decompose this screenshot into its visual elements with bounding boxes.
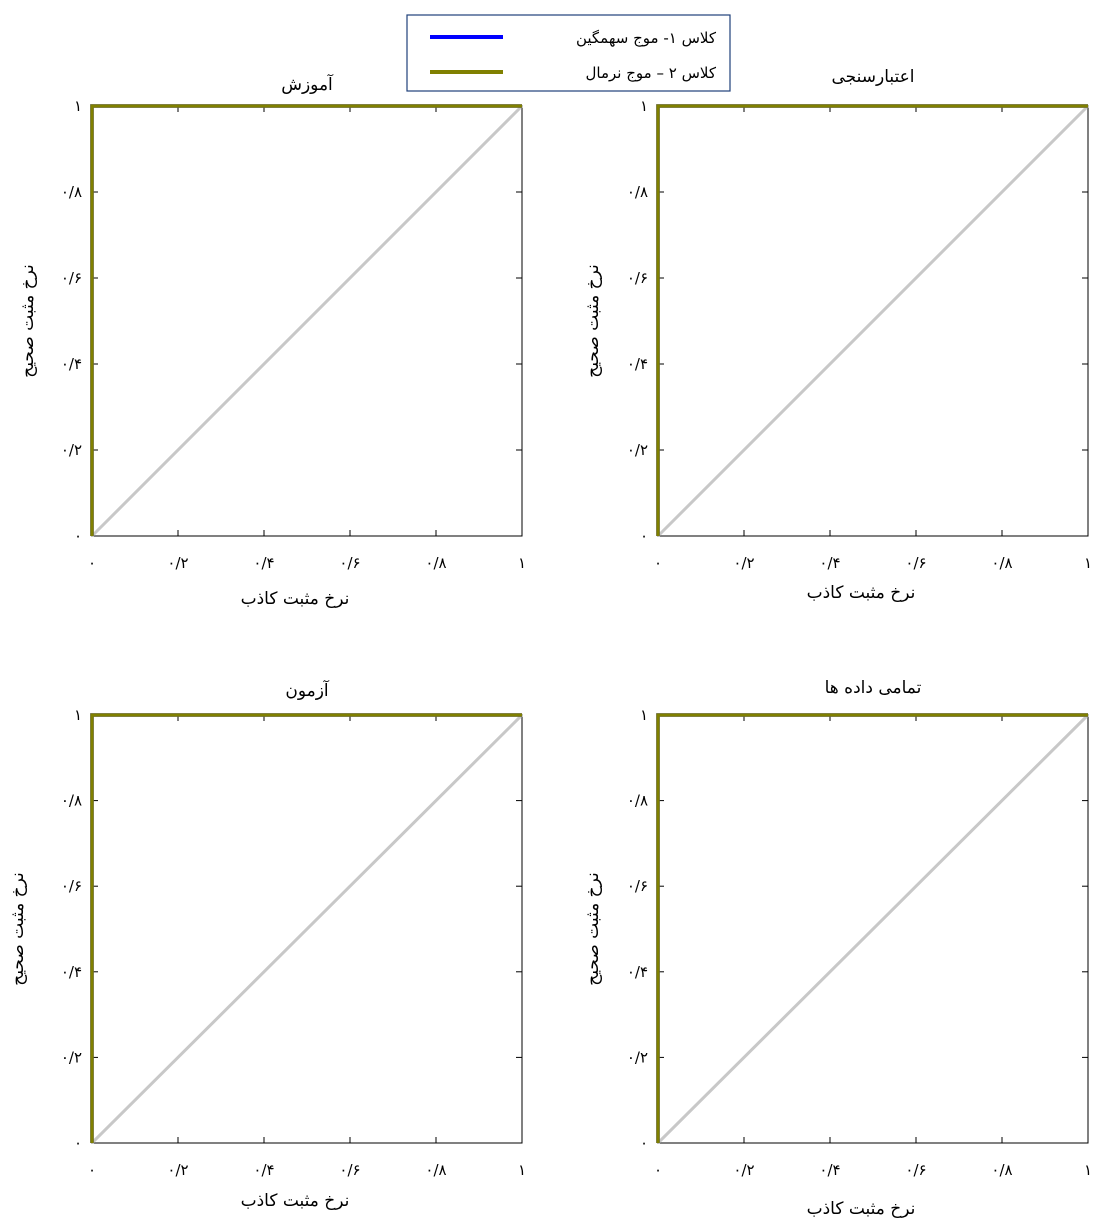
y-tick-label: ۰/۴	[627, 963, 648, 981]
chart-panel: ۰ ۰/۲ ۰/۴ ۰/۶ ۰/۸ ۱ ۰ ۰/۲ ۰/۴ ۰/۶ ۰/۸ ۱ آزمون نرخ مثب…	[8, 679, 526, 1211]
x-tick-label: ۰/۶	[339, 1161, 360, 1179]
y-tick-label: ۰/۲	[627, 441, 648, 459]
legend: کلاس ۱- موج سهمگین کلاس ۲ – موج نرمال	[406, 14, 731, 92]
x-tick-label: ۰/۲	[733, 1161, 754, 1179]
reference-diagonal-line	[656, 104, 1090, 538]
y-tick-label: ۰/۲	[61, 1048, 82, 1066]
legend-label: کلاس ۱- موج سهمگین	[576, 29, 717, 48]
reference-diagonal-line	[90, 104, 524, 538]
roc-series-line	[90, 104, 522, 536]
y-tick-label: ۰/۲	[627, 1048, 648, 1066]
legend-box	[406, 14, 731, 92]
x-tick-label: ۰/۸	[991, 554, 1012, 572]
chart-title: اعتبارسنجی	[831, 67, 914, 87]
y-tick-label: ۰/۸	[61, 183, 82, 201]
x-tick-label: ۰	[654, 1161, 662, 1179]
x-tick-label: ۰	[654, 554, 662, 572]
x-tick-label: ۱	[518, 1161, 526, 1179]
chart-title: آموزش	[281, 73, 334, 95]
x-tick-label: ۰/۸	[425, 554, 446, 572]
chart-panel: ۰ ۰/۲ ۰/۴ ۰/۶ ۰/۸ ۱ ۰ ۰/۲ ۰/۴ ۰/۶ ۰/۸ ۱ آموزش نرخ مثب…	[18, 73, 526, 609]
y-tick-label: ۱	[74, 97, 82, 115]
y-tick-label: ۰/۸	[627, 792, 648, 810]
x-tick-label: ۰/۴	[253, 554, 274, 572]
x-tick-label: ۰/۸	[425, 1161, 446, 1179]
chart-title: آزمون	[285, 679, 330, 701]
y-tick-label: ۰	[640, 527, 648, 545]
x-axis-label: نرخ مثبت کاذب	[241, 589, 350, 609]
chart-title: تمامی داده ها	[825, 678, 922, 698]
x-tick-label: ۰/۴	[819, 554, 840, 572]
x-tick-label: ۱	[518, 554, 526, 572]
y-tick-label: ۰/۴	[61, 963, 82, 981]
y-tick-label: ۰/۲	[61, 441, 82, 459]
x-tick-label: ۱	[1084, 1161, 1092, 1179]
x-tick-label: ۰/۸	[991, 1161, 1012, 1179]
chart-panel: ۰ ۰/۲ ۰/۴ ۰/۶ ۰/۸ ۱ ۰ ۰/۲ ۰/۴ ۰/۶ ۰/۸ ۱ تمامی داده ه…	[583, 678, 1092, 1219]
y-tick-label: ۰/۸	[61, 792, 82, 810]
x-tick-label: ۰	[88, 554, 96, 572]
roc-series-line	[656, 104, 1088, 536]
y-tick-label: ۱	[640, 97, 648, 115]
y-axis-label: نرخ مثبت صحیح	[583, 264, 603, 377]
y-axis-label: نرخ مثبت صحیح	[8, 872, 28, 985]
y-tick-label: ۱	[74, 706, 82, 724]
roc-series-line	[90, 713, 522, 1143]
x-axis-label: نرخ مثبت کاذب	[241, 1191, 350, 1211]
x-axis-label: نرخ مثبت کاذب	[807, 583, 916, 603]
x-tick-label: ۰	[88, 1161, 96, 1179]
reference-diagonal-line	[90, 713, 524, 1145]
x-tick-label: ۰/۲	[167, 554, 188, 572]
y-axis-label: نرخ مثبت صحیح	[18, 264, 38, 377]
x-tick-label: ۰/۶	[905, 554, 926, 572]
x-tick-label: ۰/۴	[819, 1161, 840, 1179]
x-tick-label: ۰/۲	[733, 554, 754, 572]
y-tick-label: ۰	[640, 1134, 648, 1152]
y-tick-label: ۱	[640, 706, 648, 724]
x-tick-label: ۰/۶	[339, 554, 360, 572]
chart-panel: ۰ ۰/۲ ۰/۴ ۰/۶ ۰/۸ ۱ ۰ ۰/۲ ۰/۴ ۰/۶ ۰/۸ ۱ اعتبارسنجی نر…	[583, 67, 1092, 603]
x-axis-label: نرخ مثبت کاذب	[807, 1199, 916, 1219]
x-tick-label: ۰/۴	[253, 1161, 274, 1179]
y-axis-label: نرخ مثبت صحیح	[583, 872, 603, 985]
y-tick-label: ۰/۶	[627, 877, 648, 895]
y-tick-label: ۰/۴	[61, 355, 82, 373]
legend-label: کلاس ۲ – موج نرمال	[586, 64, 717, 83]
y-tick-label: ۰	[74, 527, 82, 545]
reference-diagonal-line	[656, 713, 1090, 1145]
y-tick-label: ۰/۸	[627, 183, 648, 201]
x-tick-label: ۱	[1084, 554, 1092, 572]
y-tick-label: ۰	[74, 1134, 82, 1152]
y-tick-label: ۰/۴	[627, 355, 648, 373]
y-tick-label: ۰/۶	[61, 877, 82, 895]
y-tick-label: ۰/۶	[61, 269, 82, 287]
x-tick-label: ۰/۲	[167, 1161, 188, 1179]
x-tick-label: ۰/۶	[905, 1161, 926, 1179]
y-tick-label: ۰/۶	[627, 269, 648, 287]
roc-series-line	[656, 713, 1088, 1143]
